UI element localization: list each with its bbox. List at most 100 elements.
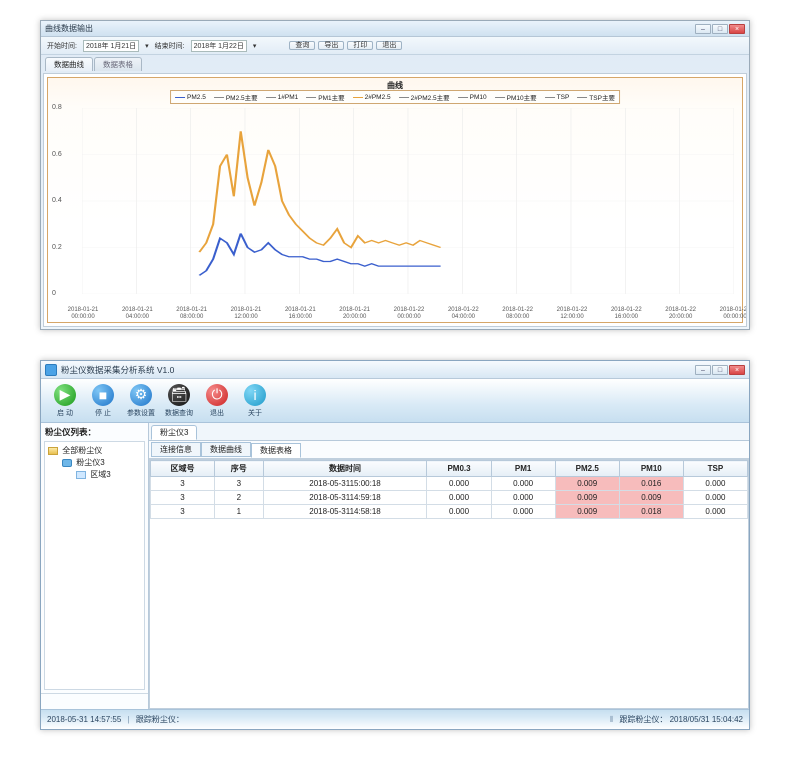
minimize-button[interactable]: – [695,24,711,34]
toolbar-button-1[interactable]: 导出 [318,41,344,50]
table-cell: 0.009 [555,505,619,519]
sidebar-title: 粉尘仪列表： [41,423,148,441]
x-tick-label: 2018-01-2300:00:00 [705,307,747,320]
about-button[interactable]: i关于 [237,381,273,421]
x-tick-label: 2018-01-2100:00:00 [53,307,113,320]
query-button[interactable]: 🗃数据查询 [161,381,197,421]
app-title: 粉尘仪数据采集分析系统 V1.0 [61,364,174,376]
x-tick-label: 2018-01-2108:00:00 [162,307,222,320]
window-title: 曲线数据输出 [45,23,93,34]
x-tick-label: 2018-01-2212:00:00 [542,307,602,320]
table-cell: 2018-05-3114:59:18 [263,491,427,505]
stop-button[interactable]: ■ 停 止 [85,381,121,421]
end-date-field[interactable]: 2018年 1月22日 [191,40,247,52]
tab-data-curve[interactable]: 数据曲线 [45,57,93,71]
table-cell: 0.000 [427,477,491,491]
exit-button[interactable]: ⏻退出 [199,381,235,421]
stop-button-icon: ■ [92,384,114,406]
table-header: 序号 [215,461,264,477]
legend-item: PM1主要 [306,92,344,102]
status-right-label: 跟踪粉尘仪： [619,715,667,724]
legend-item: TSP [545,92,570,102]
chart-toolbar: 开始时间: 2018年 1月21日 ▾ 结束时间: 2018年 1月22日 ▾ … [41,37,749,55]
subtab-0[interactable]: 连接信息 [151,442,201,457]
subtab-1[interactable]: 数据曲线 [201,442,251,457]
window-buttons: – □ × [695,24,745,34]
y-tick-label: 0.2 [52,244,62,251]
legend-item: PM2.5主要 [214,92,258,102]
stop-button-label: 停 止 [95,408,111,418]
chart-area: 曲线 PM2.5PM2.5主要1#PM1PM1主要2#PM2.52#PM2.5主… [47,77,743,323]
app-toolbar: ▶启 动 ■ 停 止 ⚙参数设置🗃数据查询⏻退出i关于 [41,379,749,423]
table-cell: 0.000 [491,491,555,505]
tab-data-table[interactable]: 数据表格 [94,57,142,71]
window-titlebar: 曲线数据输出 – □ × [41,21,749,37]
tree-node-icon [48,447,58,455]
x-tick-label: 2018-01-2208:00:00 [488,307,548,320]
settings-button[interactable]: ⚙参数设置 [123,381,159,421]
table-cell: 0.016 [619,477,683,491]
status-text: 跟踪粉尘仪： [136,715,184,724]
table-cell: 0.000 [683,505,747,519]
toolbar-button-0[interactable]: 查询 [289,41,315,50]
table-cell: 0.009 [555,491,619,505]
x-tick-label: 2018-01-2200:00:00 [379,307,439,320]
app-icon [45,364,57,376]
sidebar-footer [41,693,148,709]
minimize-button[interactable]: – [695,365,711,375]
maximize-button[interactable]: □ [712,24,728,34]
y-tick-label: 0.4 [52,197,62,204]
y-tick-label: 0.6 [52,151,62,158]
app-window: 粉尘仪数据采集分析系统 V1.0 – □ × ▶启 动 ■ 停 止 ⚙参数设置🗃数据查… [40,360,750,730]
table-cell: 0.009 [619,491,683,505]
start-button-label: 启 动 [57,408,73,418]
table-cell: 3 [151,505,215,519]
start-button[interactable]: ▶启 动 [47,381,83,421]
close-button[interactable]: × [729,365,745,375]
table-row[interactable]: 322018-05-3114:59:180.0000.0000.0090.009… [151,491,748,505]
legend-item: 1#PM1 [266,92,299,102]
status-bar: 2018-05-31 14:57:55 | 跟踪粉尘仪： ⦀ 跟踪粉尘仪： 20… [41,709,749,729]
toolbar-button-2[interactable]: 打印 [347,41,373,50]
data-table: 区域号序号数据时间PM0.3PM1PM2.5PM10TSP332018-05-3… [150,460,748,519]
start-date-label: 开始时间: [47,41,77,51]
y-tick-label: 0.8 [52,104,62,111]
app-window-buttons: – □ × [695,365,745,375]
table-cell: 0.000 [491,477,555,491]
query-button-label: 数据查询 [165,408,193,418]
settings-button-icon: ⚙ [130,384,152,406]
chart-legend: PM2.5PM2.5主要1#PM1PM1主要2#PM2.52#PM2.5主要PM… [170,90,620,104]
chart-tabs: 数据曲线 数据表格 [41,55,749,71]
table-row[interactable]: 312018-05-3114:58:180.0000.0000.0090.018… [151,505,748,519]
legend-item: PM10主要 [495,92,537,102]
tree-node-icon [62,459,72,467]
sidebar: 粉尘仪列表： 全部粉尘仪 粉尘仪3 区域3 [41,423,149,709]
x-tick-label: 2018-01-2220:00:00 [651,307,711,320]
x-tick-label: 2018-01-2112:00:00 [216,307,276,320]
legend-item: PM2.5 [175,92,206,102]
legend-item: 2#PM2.5 [353,92,391,102]
table-row[interactable]: 332018-05-3115:00:180.0000.0000.0090.016… [151,477,748,491]
x-tick-label: 2018-01-2216:00:00 [596,307,656,320]
close-button[interactable]: × [729,24,745,34]
tree-node[interactable]: 区域3 [48,469,141,481]
device-tree[interactable]: 全部粉尘仪 粉尘仪3 区域3 [44,441,145,690]
table-cell: 2 [215,491,264,505]
table-cell: 0.000 [427,491,491,505]
table-cell: 0.000 [427,505,491,519]
tree-node[interactable]: 全部粉尘仪 [48,445,141,457]
maximize-button[interactable]: □ [712,365,728,375]
x-tick-label: 2018-01-2204:00:00 [433,307,493,320]
table-header: 区域号 [151,461,215,477]
status-right-time: 2018/05/31 15:04:42 [670,715,743,724]
start-date-field[interactable]: 2018年 1月21日 [83,40,139,52]
document-tab[interactable]: 粉尘仪3 [151,425,197,440]
table-header: PM1 [491,461,555,477]
toolbar-button-3[interactable]: 退出 [376,41,402,50]
chart-window: 曲线数据输出 – □ × 开始时间: 2018年 1月21日 ▾ 结束时间: 2… [40,20,750,330]
subtab-2[interactable]: 数据表格 [251,443,301,458]
tree-node[interactable]: 粉尘仪3 [48,457,141,469]
table-cell: 3 [215,477,264,491]
table-cell: 0.000 [491,505,555,519]
about-button-icon: i [244,384,266,406]
